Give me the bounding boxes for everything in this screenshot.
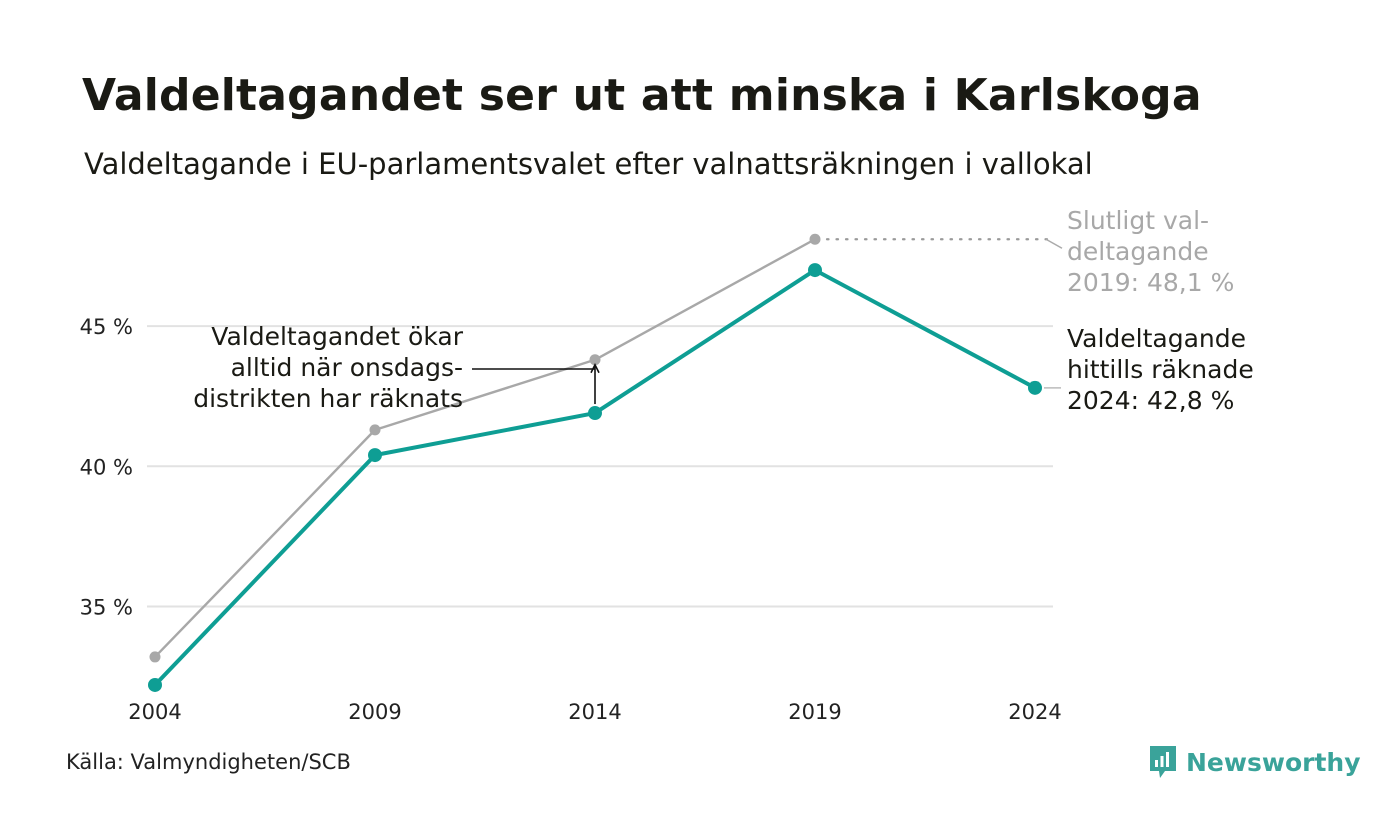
brand-name: Newsworthy — [1186, 747, 1361, 777]
x-tick-label: 2019 — [788, 700, 841, 724]
annotation-final-2019: Slutligt val-deltagande 2019: 48,1 % — [1067, 206, 1234, 297]
y-tick-label: 35 % — [80, 595, 133, 619]
data-point-final — [589, 354, 601, 366]
annotations: Slutligt val-deltagande 2019: 48,1 % Valde… — [193, 206, 1253, 415]
data-point-counted — [588, 406, 602, 421]
x-tick-label: 2004 — [128, 700, 181, 724]
y-tick-label: 45 % — [80, 315, 133, 339]
data-point-final — [369, 424, 381, 436]
annotation-wednesday-districts: Valdeltagandet ökar alltid när onsdags-di… — [193, 322, 463, 413]
brand-logo[interactable]: Newsworthy — [1148, 744, 1361, 780]
chart-title: Valdeltagandet ser ut att minska i Karls… — [82, 70, 1202, 121]
x-tick-label: 2024 — [1008, 700, 1061, 724]
data-point-counted — [148, 677, 162, 692]
grid-lines — [147, 325, 1053, 608]
series-line-final — [154, 238, 816, 658]
series-layer — [148, 233, 1042, 692]
x-tick-label: 2014 — [568, 700, 621, 724]
y-tick-label: 40 % — [80, 455, 133, 479]
data-point-final — [149, 651, 161, 663]
data-point-counted — [1028, 380, 1042, 395]
data-point-final — [809, 233, 821, 245]
x-axis-tick-labels: 2004 2009 2014 2019 2024 — [128, 700, 1061, 724]
y-axis-tick-labels: 35 % 40 % 45 % — [80, 315, 133, 619]
data-point-counted — [368, 448, 382, 463]
annotation-counted-2024: Valdeltagande hittills räknade 2024: 42,8 … — [1067, 324, 1254, 415]
newsworthy-logo-icon — [1150, 746, 1176, 778]
x-tick-label: 2009 — [348, 700, 401, 724]
data-point-counted — [808, 263, 822, 278]
source-note: Källa: Valmyndigheten/SCB — [66, 750, 351, 774]
chart-subtitle: Valdeltagande i EU-parlamentsvalet efter… — [84, 147, 1093, 181]
arrow-head — [590, 362, 600, 374]
leader-tick — [1045, 238, 1063, 249]
